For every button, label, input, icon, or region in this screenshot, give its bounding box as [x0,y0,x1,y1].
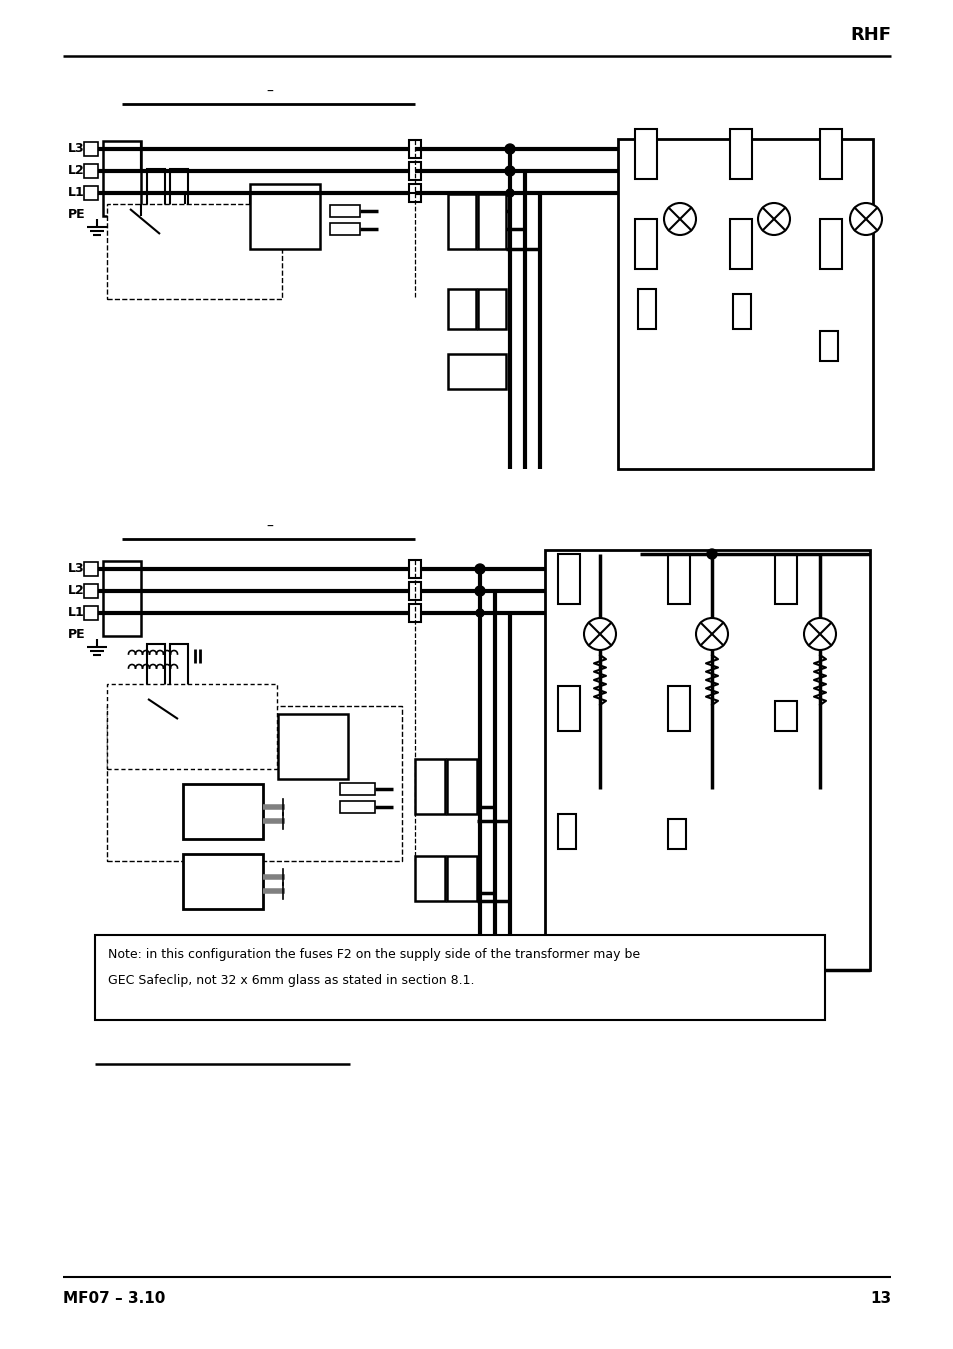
Bar [477,289,505,329]
Bar [84,584,98,598]
Bar [558,554,579,604]
Circle shape [803,618,835,650]
Bar [774,701,796,731]
Bar [107,706,401,861]
Bar [774,554,796,604]
Bar [84,186,98,200]
Bar [618,139,872,469]
Bar [409,581,420,600]
Bar [339,782,375,795]
Bar [415,759,444,813]
Bar [143,707,163,728]
Circle shape [696,618,727,650]
Circle shape [504,166,515,175]
Bar [635,219,657,268]
Text: –: – [266,519,274,534]
Bar [277,714,348,778]
Bar [250,183,319,250]
Bar [170,643,188,699]
Bar [447,759,476,813]
Text: L2: L2 [68,584,85,598]
Circle shape [475,585,484,596]
Bar [147,169,165,250]
Bar [729,219,751,268]
Bar [409,183,420,202]
Bar [558,687,579,731]
Text: GEC Safeclip, not 32 x 6mm glass as stated in section 8.1.: GEC Safeclip, not 32 x 6mm glass as stat… [108,974,474,987]
Bar [103,142,141,216]
Bar [415,857,444,901]
Text: L3: L3 [68,563,85,576]
Circle shape [583,618,616,650]
Bar [667,554,689,604]
Text: –: – [266,85,274,98]
Bar [667,819,685,849]
Circle shape [476,608,483,616]
Circle shape [505,189,514,197]
Bar [544,550,869,970]
Bar [103,561,141,635]
Text: MF07 – 3.10: MF07 – 3.10 [63,1291,165,1306]
Text: L1: L1 [68,186,85,200]
Bar [84,563,98,576]
Bar [330,223,359,235]
Text: L3: L3 [68,143,85,155]
Bar [107,684,276,769]
Bar [84,142,98,156]
Bar [729,130,751,179]
Bar [409,560,420,577]
Bar [147,643,165,699]
Bar [409,604,420,622]
Bar [820,130,841,179]
Bar [330,205,359,217]
Bar [638,289,656,329]
Bar [95,935,824,1020]
Text: PE: PE [68,629,86,642]
Circle shape [504,144,515,154]
Bar [183,854,263,909]
Bar [448,194,476,250]
Circle shape [475,564,484,575]
Circle shape [758,202,789,235]
Circle shape [849,202,882,235]
Bar [667,687,689,731]
Bar [477,194,505,250]
Bar [107,204,282,299]
Circle shape [663,202,696,235]
Bar [635,130,657,179]
Bar [448,289,476,329]
Bar [558,813,576,849]
Text: Note: in this configuration the fuses F2 on the supply side of the transformer m: Note: in this configuration the fuses F2… [108,948,639,960]
Bar [820,219,841,268]
Text: PE: PE [68,209,86,221]
Bar [339,801,375,813]
Bar [84,606,98,621]
Bar [170,169,188,250]
Bar [183,784,263,839]
Text: L2: L2 [68,165,85,178]
Bar [447,857,476,901]
Text: L1: L1 [68,607,85,619]
Text: RHF: RHF [849,26,890,45]
Bar [732,294,750,329]
Bar [820,331,837,362]
Bar [84,165,98,178]
Bar [409,140,420,158]
Text: 13: 13 [869,1291,890,1306]
Circle shape [706,549,717,558]
Bar [448,353,505,389]
Bar [409,162,420,179]
